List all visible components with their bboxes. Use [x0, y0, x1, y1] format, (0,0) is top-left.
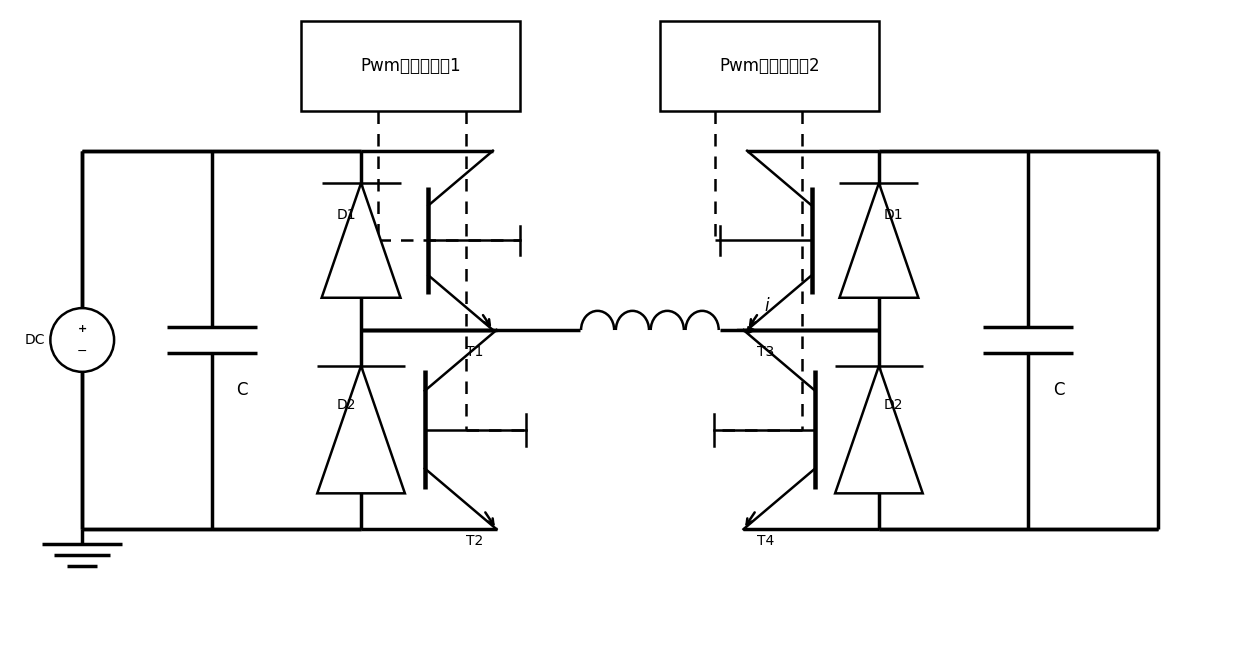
Text: C: C — [1053, 381, 1065, 399]
FancyBboxPatch shape — [660, 21, 879, 111]
Text: C: C — [237, 381, 248, 399]
Text: T2: T2 — [466, 534, 482, 548]
Text: D2: D2 — [336, 398, 356, 411]
Text: DC: DC — [25, 333, 46, 347]
Text: i: i — [764, 297, 769, 315]
Polygon shape — [317, 366, 405, 493]
Polygon shape — [839, 183, 919, 297]
Circle shape — [51, 308, 114, 372]
Text: D2: D2 — [884, 398, 904, 411]
Text: D1: D1 — [336, 208, 356, 222]
Text: D1: D1 — [884, 208, 904, 222]
Text: −: − — [77, 344, 88, 357]
Text: +: + — [78, 324, 87, 334]
FancyBboxPatch shape — [301, 21, 521, 111]
Text: Pwm波控制单元1: Pwm波控制单元1 — [361, 57, 461, 75]
Text: T3: T3 — [758, 345, 774, 359]
Text: T1: T1 — [466, 345, 484, 359]
Text: T4: T4 — [758, 534, 774, 548]
Polygon shape — [321, 183, 401, 297]
Text: Pwm波控制单元2: Pwm波控制单元2 — [719, 57, 820, 75]
Polygon shape — [835, 366, 923, 493]
